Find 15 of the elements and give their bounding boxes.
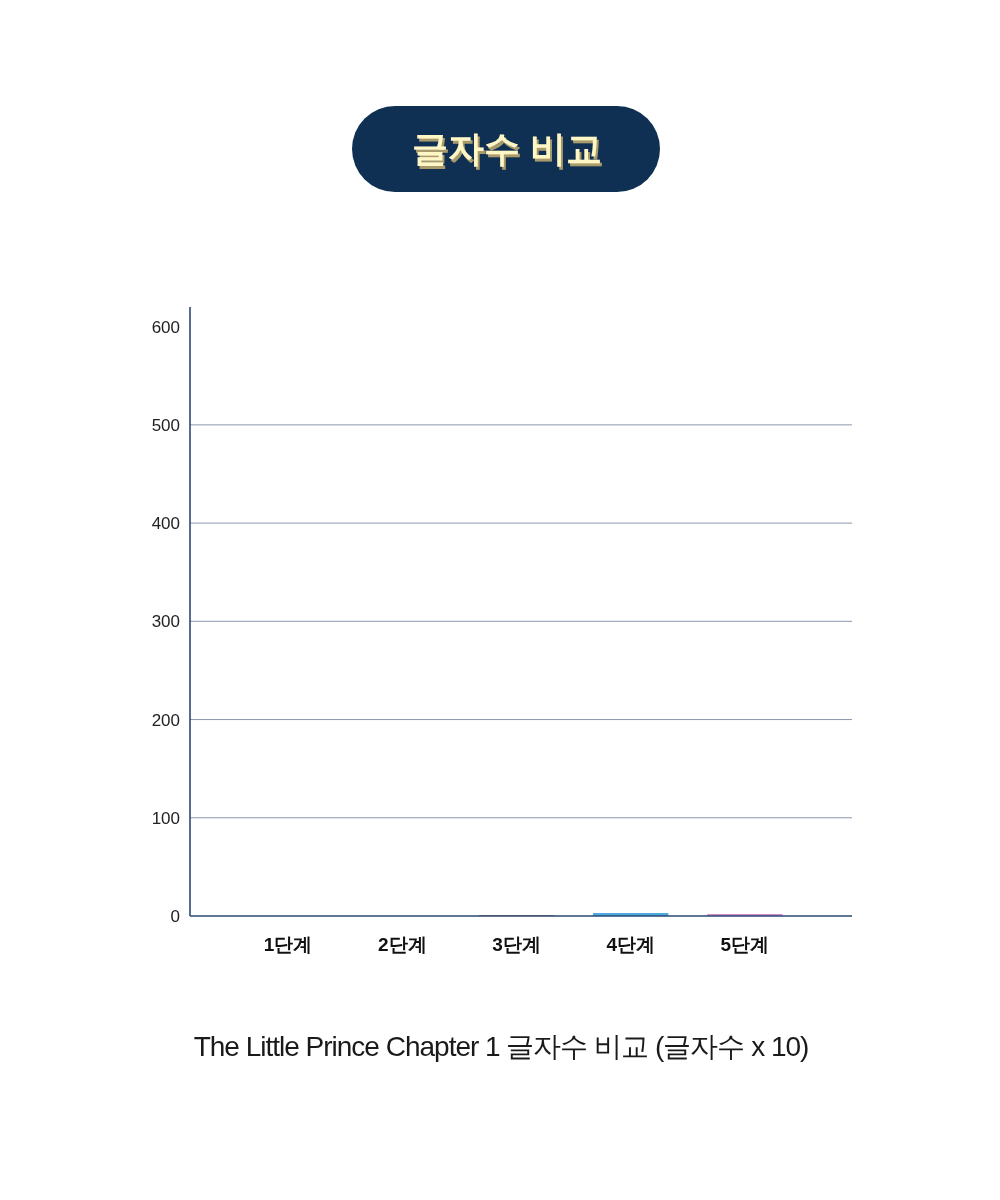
y-tick-label: 600 bbox=[151, 317, 180, 337]
y-tick-label: 500 bbox=[151, 415, 180, 435]
x-tick-label: 3단계 bbox=[492, 934, 541, 955]
title: 글자수 비교 bbox=[352, 106, 660, 192]
y-tick-label: 100 bbox=[151, 808, 180, 828]
y-tick-label: 0 bbox=[170, 907, 180, 926]
y-tick-label: 200 bbox=[151, 710, 180, 730]
text: The Little Prince Chapter 1 글자수 비교 (글자수 x 10) bbox=[193, 1031, 809, 1062]
chart-title: 글자수 비교 bbox=[411, 128, 603, 169]
x-tick-label: 5단계 bbox=[720, 934, 770, 955]
x-tick-label: 1단계 bbox=[263, 934, 313, 955]
y-tick-label: 300 bbox=[151, 612, 180, 632]
x-tick-label: 2단계 bbox=[378, 934, 427, 955]
x-tick-label: 4단계 bbox=[606, 934, 655, 955]
y-tick-label: 400 bbox=[151, 514, 180, 534]
